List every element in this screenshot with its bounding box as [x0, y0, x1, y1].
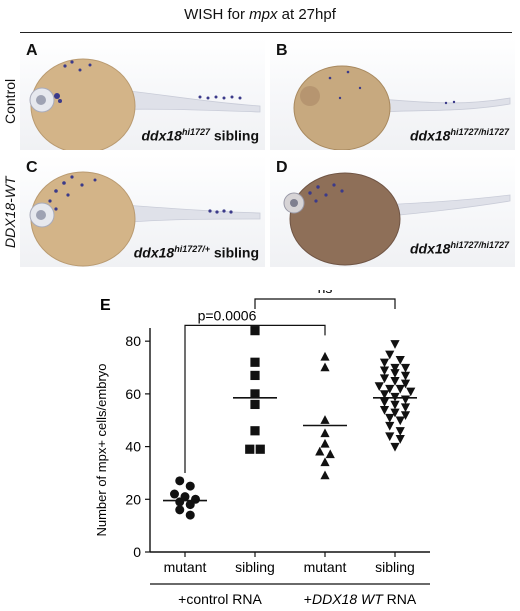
y-tick-label: 60 [125, 386, 141, 402]
panel-letter-d: D [276, 159, 288, 176]
significance-bracket-p [184, 324, 326, 473]
data-point [255, 444, 265, 454]
panel-letter-b: B [276, 42, 288, 59]
data-point [395, 384, 405, 394]
mpx-scatter-chart: E Number of mpx+ cells/embryo 0 20 40 60 80 m… [94, 290, 430, 607]
significance-label-ns: ns [318, 290, 333, 296]
data-point [250, 370, 260, 381]
data-point [400, 411, 411, 421]
data-point [374, 382, 384, 392]
data-point [395, 416, 405, 426]
panel-c: C ddx18hi1727/+ sibling [20, 155, 265, 267]
data-point [250, 426, 260, 436]
data-point [320, 470, 330, 480]
title-suffix: at 27hpf [277, 6, 336, 23]
data-point [379, 390, 390, 399]
significance-label-p: p=0.0006 [198, 307, 257, 323]
data-point [385, 421, 395, 431]
significance-bracket-ns [254, 298, 396, 310]
panel-letter-c: C [26, 159, 38, 176]
data-point [379, 398, 390, 407]
data-point [185, 500, 195, 510]
data-point [400, 395, 411, 405]
data-point [390, 377, 400, 386]
figure-title: WISH for mpx at 27hpf [0, 6, 520, 23]
genotype-label-b: ddx18hi1727/hi1727 [409, 127, 509, 144]
data-point [379, 358, 390, 368]
data-point [395, 427, 405, 436]
data-point [175, 505, 185, 515]
data-point [170, 489, 179, 499]
data-point [250, 399, 260, 410]
data-point [390, 363, 400, 373]
data-point [400, 403, 411, 413]
y-tick-label: 80 [125, 333, 141, 349]
data-point [379, 374, 390, 384]
data-point [250, 326, 260, 336]
x-tick-label: mutant [304, 559, 347, 575]
data-point [250, 357, 260, 367]
data-point [320, 415, 330, 424]
data-point [400, 371, 411, 381]
data-point [320, 351, 330, 361]
data-point [400, 379, 411, 389]
title-rule [20, 32, 512, 33]
panel-letter-a: A [26, 42, 38, 59]
data-point [379, 366, 390, 376]
data-point [385, 350, 395, 360]
data-point [390, 369, 400, 378]
panel-a: A ddx18hi1727 sibling [20, 38, 265, 150]
genotype-label-a: ddx18hi1727 sibling [141, 127, 260, 144]
y-tick-label: 20 [125, 491, 141, 507]
row-label-ddx18-wt: DDX18-WT [2, 176, 18, 248]
embryo-image-d [283, 172, 511, 266]
data-point [320, 438, 330, 448]
data-point [406, 387, 416, 397]
x-tick-label: mutant [164, 559, 207, 575]
data-point [245, 444, 255, 454]
panel-b: B ddx18hi1727/hi1727 [270, 38, 515, 150]
data-point [315, 446, 325, 456]
data-point [390, 400, 400, 410]
title-gene: mpx [249, 6, 278, 23]
data-point [395, 355, 405, 365]
data-point [175, 476, 185, 486]
data-point [185, 510, 195, 520]
data-point [185, 481, 195, 491]
y-axis-label: Number of mpx+ cells/embryo [94, 363, 109, 536]
group-label: +control RNA [178, 591, 262, 607]
data-point [390, 442, 400, 452]
group-label: +DDX18 WT RNA [304, 591, 417, 607]
data-point [250, 389, 260, 399]
panel-letter-e: E [100, 297, 111, 314]
data-point [180, 492, 190, 502]
data-point [390, 408, 400, 418]
data-point [320, 362, 330, 372]
genotype-label-d: ddx18hi1727/hi1727 [409, 240, 509, 257]
embryo-image-a [29, 58, 261, 150]
data-point [385, 413, 395, 423]
y-tick-label: 40 [125, 439, 141, 455]
data-point [400, 363, 411, 373]
data-point [385, 384, 395, 394]
title-prefix: WISH for [184, 6, 250, 23]
row-label-control: Control [2, 78, 18, 124]
data-point [385, 432, 395, 442]
x-tick-label: sibling [375, 559, 415, 575]
y-tick-label: 0 [133, 544, 141, 560]
data-point [379, 406, 390, 415]
data-point [325, 449, 335, 459]
data-point [395, 435, 405, 444]
x-tick-label: sibling [235, 559, 275, 575]
data-point [320, 428, 330, 438]
genotype-label-c: ddx18hi1727/+ sibling [133, 244, 259, 261]
data-point [320, 457, 330, 467]
panel-d: D ddx18hi1727/hi1727 [270, 155, 515, 267]
embryo-image-b [293, 65, 511, 150]
data-point [390, 340, 400, 349]
embryo-image-c [29, 171, 261, 267]
